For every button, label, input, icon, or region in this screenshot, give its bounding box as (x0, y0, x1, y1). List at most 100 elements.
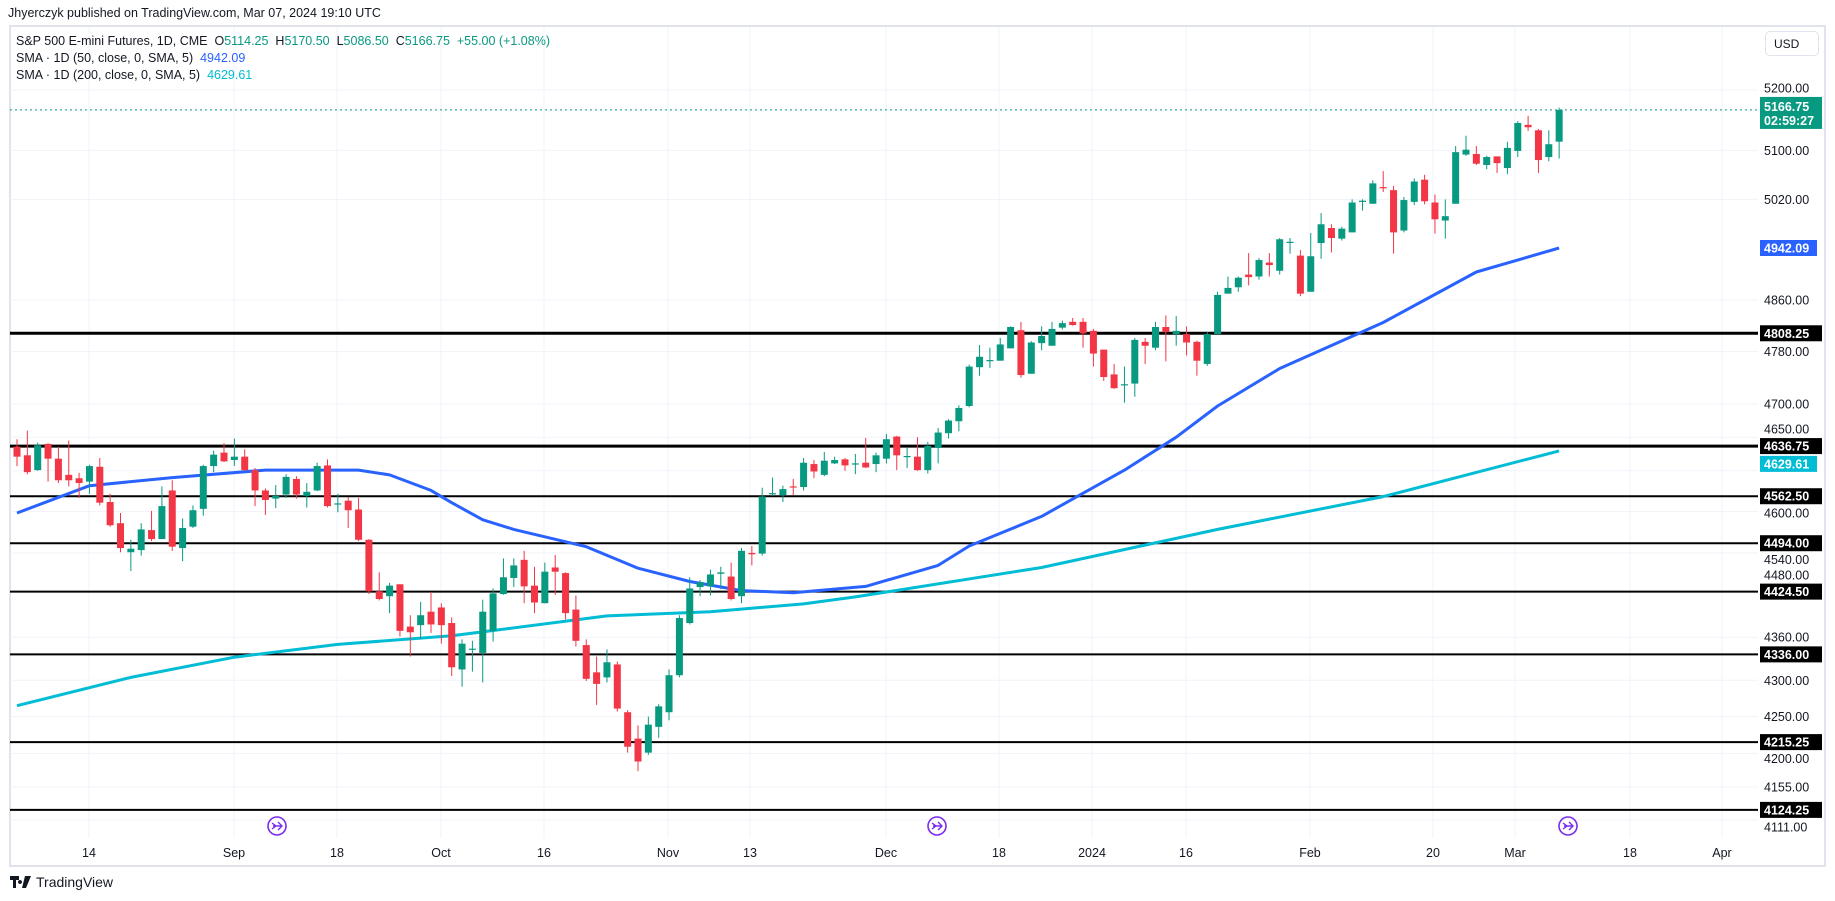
candle[interactable] (261, 488, 269, 516)
candle[interactable] (468, 640, 476, 672)
economic-event-icon[interactable] (927, 816, 947, 836)
candle[interactable] (872, 452, 880, 473)
candle[interactable] (1514, 121, 1522, 158)
candle[interactable] (924, 441, 932, 474)
candle[interactable] (75, 472, 83, 498)
candle[interactable] (1462, 135, 1470, 156)
candle[interactable] (686, 577, 694, 625)
candle[interactable] (324, 459, 331, 508)
candle[interactable] (1162, 315, 1170, 362)
candle[interactable] (758, 487, 766, 556)
candle[interactable] (85, 464, 93, 494)
candle[interactable] (820, 451, 828, 477)
candle[interactable] (893, 435, 901, 471)
candle[interactable] (965, 364, 973, 408)
candle[interactable] (1027, 341, 1035, 374)
candle[interactable] (1131, 337, 1139, 397)
candle[interactable] (665, 669, 673, 721)
candle[interactable] (282, 474, 290, 498)
candle[interactable] (1369, 180, 1377, 204)
candle[interactable] (1007, 326, 1015, 349)
legend-sma200-row[interactable]: SMA · 1D (200, close, 0, SMA, 5) 4629.61 (16, 67, 550, 84)
candle[interactable] (986, 347, 994, 368)
candle[interactable] (313, 462, 321, 492)
candle[interactable] (396, 584, 404, 637)
candle[interactable] (727, 562, 735, 601)
candle[interactable] (1296, 249, 1304, 297)
candle[interactable] (1359, 199, 1366, 211)
candle[interactable] (406, 615, 414, 657)
candle[interactable] (1431, 194, 1439, 234)
candle[interactable] (706, 569, 714, 596)
candle[interactable] (386, 582, 394, 614)
candle[interactable] (437, 603, 445, 644)
candle[interactable] (65, 440, 73, 487)
candle[interactable] (1110, 363, 1118, 389)
candle[interactable] (479, 599, 487, 683)
candle[interactable] (831, 456, 839, 465)
candle[interactable] (427, 591, 435, 633)
candle[interactable] (738, 548, 745, 604)
candle[interactable] (179, 518, 187, 562)
candle[interactable] (106, 493, 114, 527)
candle[interactable] (1338, 226, 1346, 241)
candle[interactable] (1307, 233, 1315, 292)
candle[interactable] (562, 572, 570, 620)
candle[interactable] (603, 649, 611, 683)
candle[interactable] (675, 615, 683, 678)
legend-sma50-row[interactable]: SMA · 1D (50, close, 0, SMA, 5) 4942.09 (16, 50, 550, 67)
sma50-line[interactable] (16, 246, 1560, 595)
candle[interactable] (1172, 316, 1180, 346)
candle[interactable] (862, 437, 870, 469)
candle[interactable] (1224, 276, 1232, 294)
candle[interactable] (23, 430, 31, 475)
candle[interactable] (1141, 337, 1149, 364)
candle[interactable] (1441, 199, 1449, 239)
candle[interactable] (303, 482, 311, 508)
candle[interactable] (520, 550, 528, 604)
candle[interactable] (344, 497, 352, 529)
candle[interactable] (1421, 174, 1429, 205)
candle[interactable] (1183, 326, 1191, 356)
candle[interactable] (220, 443, 228, 463)
candle[interactable] (1348, 199, 1356, 233)
candle[interactable] (644, 716, 652, 755)
candle[interactable] (1058, 320, 1066, 330)
candle[interactable] (241, 449, 249, 471)
candle[interactable] (137, 523, 145, 556)
candle[interactable] (800, 458, 808, 491)
candle[interactable] (96, 458, 104, 506)
candle[interactable] (458, 639, 466, 687)
candle[interactable] (148, 510, 156, 542)
candle[interactable] (365, 539, 373, 595)
candle[interactable] (593, 656, 601, 705)
candle[interactable] (127, 539, 135, 571)
candle[interactable] (1286, 238, 1294, 254)
candle[interactable] (334, 493, 342, 513)
candle[interactable] (696, 580, 704, 597)
candle[interactable] (913, 437, 921, 471)
candle[interactable] (510, 558, 518, 588)
candle[interactable] (1214, 291, 1222, 335)
candle[interactable] (34, 442, 42, 471)
candle[interactable] (355, 497, 363, 542)
candle[interactable] (779, 485, 787, 503)
candle[interactable] (1069, 317, 1077, 326)
candle[interactable] (996, 337, 1004, 361)
candle[interactable] (499, 558, 507, 595)
candle[interactable] (1255, 258, 1263, 280)
candle[interactable] (251, 468, 259, 507)
candle[interactable] (272, 485, 280, 509)
time-axis[interactable]: 14 Sep 18 Oct 16 Nov 13 Dec 18 2024 16 Feb 20 Mar 18 Ap… (82, 846, 1732, 860)
sma200-line[interactable] (16, 449, 1560, 708)
candle[interactable] (199, 464, 207, 516)
candle[interactable] (1483, 155, 1491, 170)
candle[interactable] (1234, 276, 1242, 292)
candle[interactable] (717, 566, 725, 590)
candle[interactable] (551, 554, 559, 595)
candle[interactable] (1152, 321, 1159, 351)
economic-event-icon[interactable] (1558, 816, 1578, 836)
candle[interactable] (882, 433, 890, 464)
candle[interactable] (934, 427, 942, 464)
candle[interactable] (1017, 321, 1025, 378)
